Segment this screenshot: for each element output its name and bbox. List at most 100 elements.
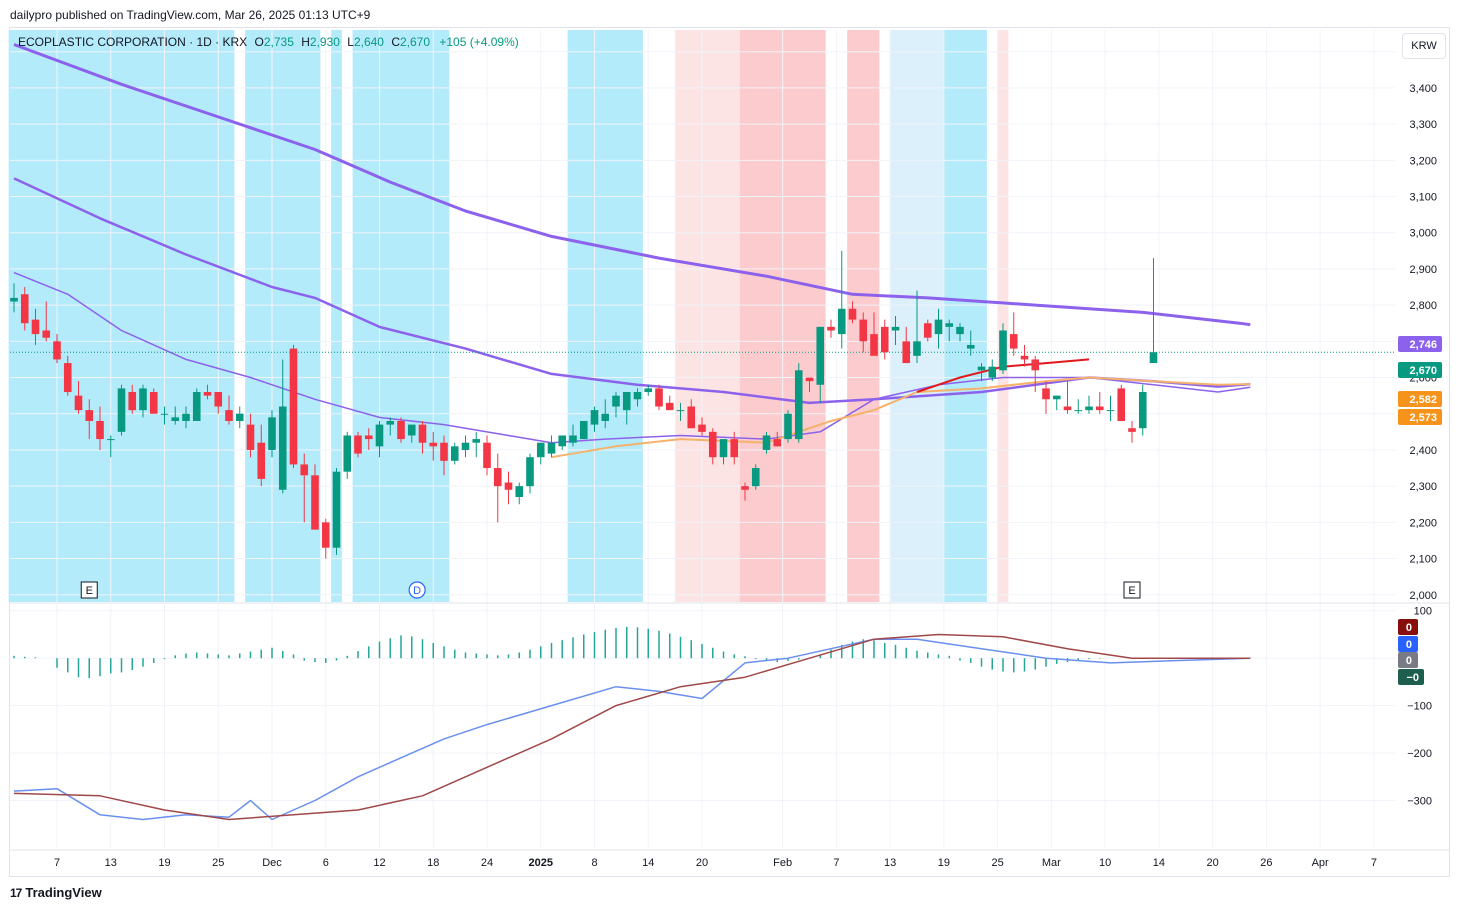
price-tick-label: 2,300 bbox=[1409, 481, 1437, 493]
time-tick-label: 26 bbox=[1260, 857, 1272, 869]
candle-body bbox=[601, 413, 610, 421]
candle-body bbox=[687, 406, 696, 429]
candle-body bbox=[96, 420, 104, 440]
price-tick-label: 2,800 bbox=[1409, 300, 1437, 312]
candle-body bbox=[977, 366, 986, 371]
price-tick-label: 2,100 bbox=[1409, 554, 1437, 566]
candle-body bbox=[31, 319, 40, 335]
candle-body bbox=[311, 475, 319, 530]
candle-body bbox=[762, 435, 771, 450]
macd-value-badge bbox=[1398, 619, 1418, 635]
price-axis-badge bbox=[1398, 336, 1442, 352]
candle-body bbox=[579, 420, 588, 440]
candle-body bbox=[171, 417, 180, 421]
price-tick-label: 2,200 bbox=[1409, 517, 1437, 529]
candle-body bbox=[268, 417, 276, 450]
candle-body bbox=[149, 392, 158, 414]
time-tick-label: 7 bbox=[1371, 857, 1377, 869]
time-tick-label: 20 bbox=[696, 857, 708, 869]
background-band-9 bbox=[943, 30, 987, 602]
candle-body bbox=[1042, 388, 1050, 400]
candle-body bbox=[483, 442, 491, 469]
moving-average-long bbox=[13, 43, 1251, 327]
time-tick-label: 14 bbox=[642, 857, 654, 869]
candle-body bbox=[493, 468, 502, 487]
candle-body bbox=[10, 297, 18, 302]
tradingview-brand: TradingView bbox=[25, 885, 102, 900]
earnings-marker-label: E bbox=[86, 585, 93, 597]
candle-body bbox=[827, 326, 835, 331]
high-value: 2,930 bbox=[309, 35, 340, 49]
time-tick-label: 19 bbox=[158, 857, 170, 869]
candle-body bbox=[837, 308, 846, 335]
candle-body bbox=[1149, 352, 1158, 364]
background-band-1 bbox=[245, 30, 321, 602]
candle-body bbox=[698, 424, 706, 432]
candle-body bbox=[558, 435, 567, 447]
candle-body bbox=[956, 326, 964, 335]
time-tick-label: 20 bbox=[1207, 857, 1219, 869]
candle-body bbox=[85, 410, 94, 421]
candle-body bbox=[999, 330, 1007, 371]
candle-body bbox=[1020, 355, 1029, 360]
candle-body bbox=[386, 420, 395, 425]
price-axis-badge-label: 2,582 bbox=[1409, 394, 1437, 406]
time-tick-label: 6 bbox=[323, 857, 329, 869]
candle-body bbox=[1117, 388, 1126, 421]
candle-body bbox=[117, 388, 126, 432]
symbol-legend: ECOPLASTIC CORPORATION · 1D · KRX O2,735… bbox=[18, 35, 519, 49]
time-tick-label: Apr bbox=[1312, 857, 1329, 869]
candle-body bbox=[751, 468, 760, 487]
time-tick-label: 18 bbox=[427, 857, 439, 869]
macd-value-badge-label: 0 bbox=[1406, 655, 1412, 667]
candle-body bbox=[1074, 410, 1083, 412]
background-band-3 bbox=[352, 30, 450, 602]
tradingview-logo[interactable]: 17 TradingView bbox=[10, 885, 102, 900]
time-tick-label: 25 bbox=[992, 857, 1004, 869]
candle-body bbox=[203, 392, 212, 396]
candle-body bbox=[42, 330, 51, 338]
macd-value-badge-label: 0 bbox=[1406, 622, 1412, 634]
candle-body bbox=[429, 442, 438, 447]
candle-body bbox=[450, 446, 459, 461]
time-tick-label: 25 bbox=[212, 857, 224, 869]
symbol-name[interactable]: ECOPLASTIC CORPORATION · 1D · KRX bbox=[18, 35, 248, 49]
candle-body bbox=[278, 406, 287, 490]
candle-body bbox=[859, 319, 868, 342]
time-tick-label: 13 bbox=[884, 857, 896, 869]
candle-body bbox=[805, 377, 814, 382]
signal-line bbox=[13, 633, 1251, 821]
time-tick-label: 19 bbox=[938, 857, 950, 869]
candle-body bbox=[364, 435, 373, 440]
price-axis-badge bbox=[1398, 391, 1442, 407]
currency-button[interactable]: KRW bbox=[1402, 33, 1446, 59]
candle-body bbox=[106, 439, 115, 441]
candle-body bbox=[612, 395, 620, 407]
price-axis-badge-label: 2,670 bbox=[1409, 365, 1437, 377]
time-tick-label: 24 bbox=[481, 857, 493, 869]
candle-body bbox=[354, 435, 362, 454]
candle-body bbox=[407, 424, 416, 436]
candle-body bbox=[945, 323, 954, 327]
candle-body bbox=[784, 413, 792, 440]
time-tick-label: 7 bbox=[833, 857, 839, 869]
candle-body bbox=[966, 344, 975, 349]
time-tick-label: Mar bbox=[1042, 857, 1061, 869]
candle-body bbox=[536, 442, 545, 458]
time-tick-label: Feb bbox=[773, 857, 792, 869]
time-tick-label: Dec bbox=[262, 857, 282, 869]
earnings-marker bbox=[1123, 581, 1141, 599]
price-tick-label: 3,100 bbox=[1409, 192, 1437, 204]
candle-body bbox=[1128, 428, 1136, 432]
candle-body bbox=[418, 424, 427, 443]
time-tick-label: 8 bbox=[591, 857, 597, 869]
candle-body bbox=[192, 392, 201, 421]
candle-body bbox=[794, 370, 803, 440]
price-tick-label: 3,200 bbox=[1409, 155, 1437, 167]
macd-tick-label: 100 bbox=[1414, 606, 1432, 618]
open-value: 2,735 bbox=[263, 35, 294, 49]
background-band-5 bbox=[675, 30, 740, 602]
candle-body bbox=[246, 424, 255, 450]
dividend-marker-label: D bbox=[413, 585, 421, 597]
